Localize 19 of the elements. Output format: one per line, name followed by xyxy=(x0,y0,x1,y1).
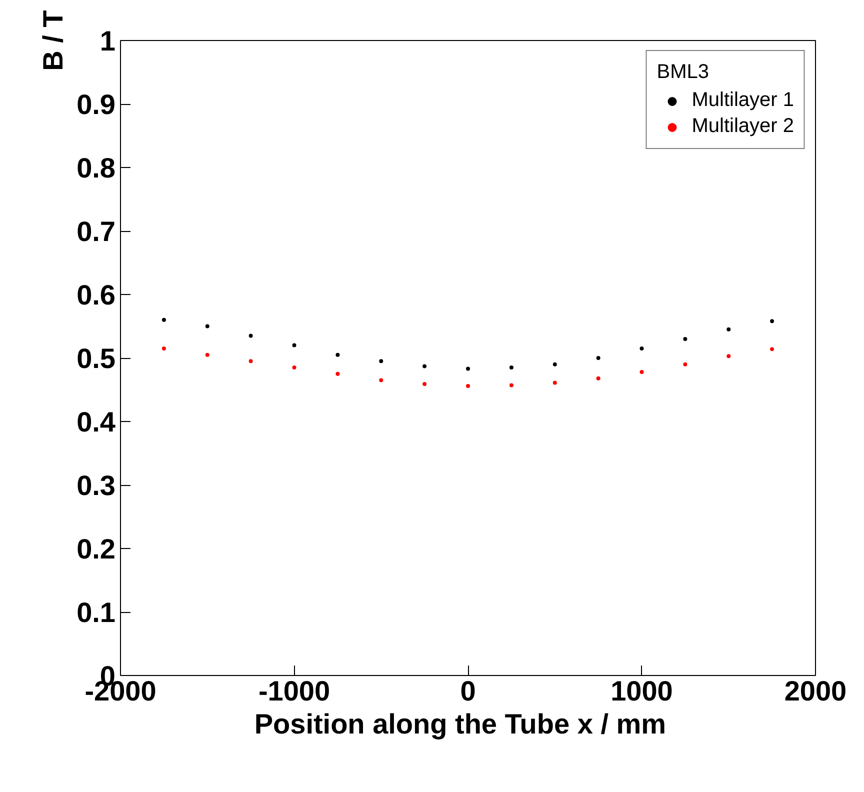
legend-title: BML3 xyxy=(656,61,710,84)
y-tick-label: 0.8 xyxy=(76,152,116,184)
legend-label: Multilayer 1 xyxy=(692,89,794,112)
x-tick-label: 2000 xyxy=(784,676,847,706)
y-tick-label: 0.2 xyxy=(76,534,116,564)
y-tick-label: 0.1 xyxy=(76,597,116,628)
y-tick-label: 0.5 xyxy=(76,343,116,374)
legend-label: Multilayer 2 xyxy=(692,115,794,138)
y-tick-label: 0.7 xyxy=(76,216,116,247)
y-tick-label: 0.3 xyxy=(76,470,116,501)
x-tick-label: 1000 xyxy=(610,676,673,706)
y-tick-label: 1 xyxy=(100,26,116,56)
y-tick-label: 0.6 xyxy=(76,280,116,310)
x-axis-title: Position along the Tube x / mm xyxy=(254,708,666,740)
y-tick-label: 0.4 xyxy=(76,406,116,438)
y-tick-label: 0.9 xyxy=(76,89,116,120)
x-tick-label: -1000 xyxy=(258,676,330,706)
y-axis-title: B / T xyxy=(38,10,69,71)
x-tick-label: 0 xyxy=(460,676,476,706)
